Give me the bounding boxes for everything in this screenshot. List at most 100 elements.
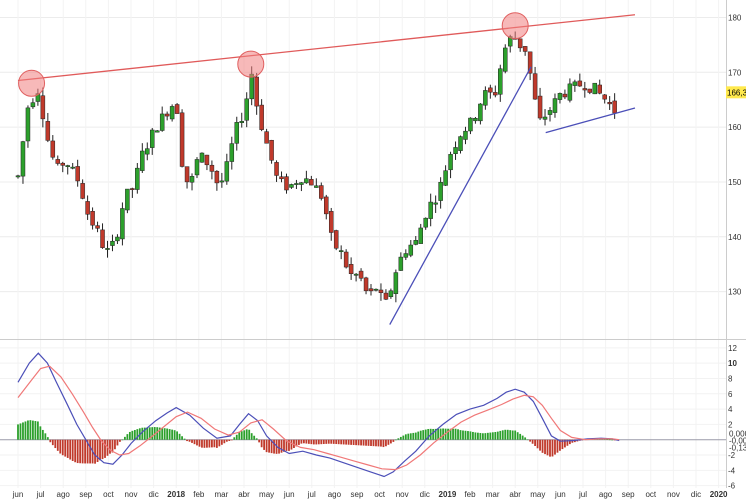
histogram-bar	[342, 439, 345, 445]
time-axis: jun jul ago sep oct nov dic 2018 feb mar abr may jun…	[12, 490, 728, 499]
candle-body	[25, 107, 31, 142]
histogram-bar	[352, 439, 355, 446]
candle-body	[522, 46, 528, 52]
histogram-bar	[89, 439, 91, 464]
histogram-bar	[203, 439, 206, 448]
macd-tick-label: -2	[728, 451, 736, 460]
histogram-bar	[181, 436, 183, 440]
time-tick-label: ago	[599, 490, 613, 499]
time-tick-label: jun	[12, 490, 24, 499]
histogram-bar	[280, 439, 283, 453]
histogram-bar	[235, 434, 238, 440]
histogram-bar	[288, 439, 290, 451]
candle-body	[110, 240, 115, 246]
time-tick-label: ago	[328, 490, 342, 499]
time-tick-label: abr	[509, 490, 521, 499]
candle-body	[174, 104, 180, 114]
macd-line	[17, 352, 620, 478]
highlight-circle	[501, 12, 529, 40]
histogram-bar	[141, 427, 144, 440]
histogram-bar	[166, 428, 169, 440]
candle-body	[30, 102, 36, 108]
histogram-bar	[397, 438, 400, 440]
histogram-bar	[330, 439, 333, 444]
price-tick-label: 160	[728, 123, 742, 132]
candle-body	[249, 73, 254, 100]
histogram-bar	[168, 429, 171, 440]
time-tick-label: mar	[215, 490, 229, 499]
histogram-bar	[283, 439, 285, 452]
histogram-bar	[305, 439, 308, 444]
candle-body	[433, 202, 438, 205]
candle-body	[532, 73, 538, 100]
candle-body	[438, 181, 443, 201]
histogram-bar	[489, 432, 492, 440]
candle-body	[328, 211, 334, 233]
candle-body	[209, 164, 215, 172]
time-tick-label: oct	[645, 490, 656, 499]
macd-axis: 12 10 8 6 4 2 -2 -4 -6 0,0000-0,000-0,1316	[728, 344, 746, 491]
price-axis: 130 140 150 160 170 180	[728, 13, 742, 296]
candle-body	[279, 176, 284, 180]
macd-tick-label: 12	[728, 344, 737, 353]
candlesticks	[15, 31, 617, 303]
histogram-bar	[481, 433, 484, 440]
candle-body	[179, 112, 185, 167]
macd-tick-label: 6	[728, 390, 733, 399]
histogram-bar	[22, 422, 24, 440]
histogram-bar	[370, 439, 372, 446]
candle-body	[562, 93, 568, 98]
histogram-bar	[188, 439, 191, 442]
candle-body	[493, 92, 498, 96]
histogram-bar	[345, 439, 348, 445]
candle-body	[65, 165, 70, 167]
candle-body	[324, 196, 329, 215]
candle-body	[304, 178, 309, 184]
candle-body	[358, 270, 364, 279]
candle-body	[597, 84, 602, 94]
candle-body	[468, 117, 473, 132]
histogram-bar	[457, 429, 459, 440]
candle-body	[473, 118, 478, 122]
histogram-bar	[173, 430, 176, 440]
histogram-bar	[126, 434, 129, 440]
candle-body	[309, 179, 314, 186]
histogram-bar	[39, 426, 42, 440]
time-tick-label: nov	[667, 490, 680, 499]
histogram-bar	[427, 428, 430, 440]
histogram-bar	[218, 439, 221, 447]
candle-body	[443, 170, 448, 186]
histogram-bar	[534, 439, 536, 446]
time-tick-label: ago	[57, 490, 71, 499]
candle-body	[348, 264, 354, 274]
histogram-bar	[357, 439, 360, 446]
time-tick-label: jul	[578, 490, 587, 499]
histogram-bar	[521, 435, 524, 440]
histogram-bar	[544, 439, 546, 455]
histogram-bar	[412, 432, 415, 440]
histogram-bar	[263, 439, 266, 450]
time-tick-label: may	[259, 490, 274, 499]
histogram-bar	[79, 439, 82, 464]
histogram-bar	[511, 430, 514, 440]
histogram-bar	[414, 432, 417, 440]
histogram-bar	[554, 439, 556, 455]
candle-body	[50, 140, 56, 158]
candle-body	[483, 90, 488, 106]
histogram-bar	[84, 439, 87, 464]
histogram-bar	[260, 439, 263, 448]
histogram-bar	[499, 430, 502, 440]
histogram-bar	[17, 424, 19, 440]
candle-body	[149, 129, 155, 148]
candle-body	[582, 88, 588, 91]
time-tick-label: jun	[283, 490, 295, 499]
histogram-bar	[546, 439, 549, 456]
histogram-bar	[504, 429, 507, 440]
candle-body	[269, 139, 274, 161]
histogram-bar	[240, 431, 243, 440]
histogram-bar	[479, 432, 482, 440]
candle-body	[145, 148, 150, 155]
histogram-bar	[295, 439, 298, 447]
histogram-bar	[491, 432, 494, 440]
price-tick-label: 180	[728, 13, 742, 22]
